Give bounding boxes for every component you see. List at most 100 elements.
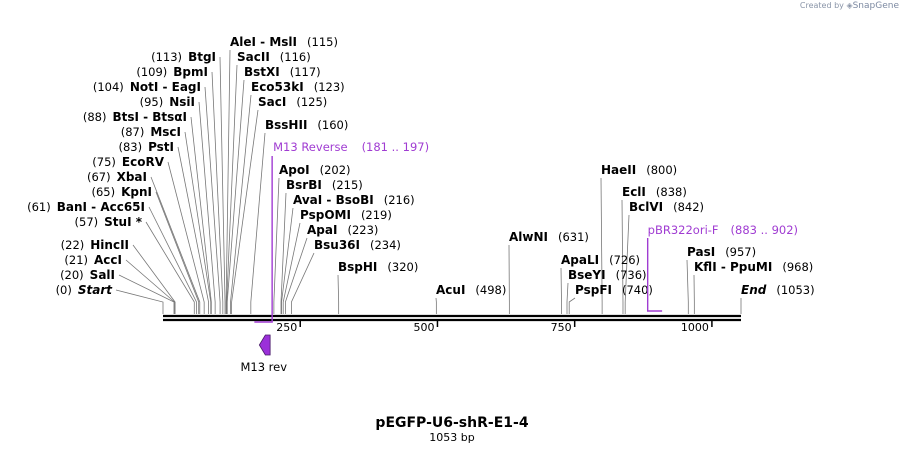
site-name: AleI - MslI: [230, 35, 297, 49]
credit-text: Created by: [799, 1, 844, 10]
site-leader-line: [568, 297, 576, 314]
site-name: ApaLI: [561, 253, 599, 267]
site-acui[interactable]: AcuI (498): [436, 283, 506, 297]
site-position: (842): [673, 200, 704, 214]
site-acci[interactable]: AccI (21): [64, 253, 122, 267]
site-name: Eco53kI: [251, 80, 304, 94]
site-btsi[interactable]: BtsI - BtsαI (88): [83, 110, 187, 124]
site-apoi[interactable]: ApoI (202): [279, 163, 351, 177]
site-ecli[interactable]: EclI (838): [622, 185, 687, 199]
site-start[interactable]: Start (0): [56, 283, 114, 297]
site-leader-line: [624, 214, 630, 314]
site-bsphi[interactable]: BspHI (320): [338, 260, 418, 274]
site-pasi[interactable]: PasI (957): [687, 245, 756, 259]
primer-arrow: [254, 156, 273, 323]
site-apali[interactable]: ApaLI (726): [561, 253, 640, 267]
site-position: (0): [56, 283, 72, 297]
site-leader-line: [285, 237, 308, 314]
site-name: PspOMI: [300, 208, 351, 222]
site-saci[interactable]: SacI (125): [258, 95, 327, 109]
site-name: BanI - Acc65I: [57, 200, 145, 214]
site-position: (740): [622, 283, 653, 297]
site-stui[interactable]: StuI * (57): [75, 215, 143, 229]
site-position: (22): [61, 238, 85, 252]
site-sali[interactable]: SalI (20): [60, 268, 115, 282]
site-hincii[interactable]: HincII (22): [61, 238, 129, 252]
site-apai[interactable]: ApaI (223): [307, 223, 378, 237]
site-leader-line: [282, 222, 301, 314]
site-psti[interactable]: PstI (83): [118, 140, 174, 154]
credit-brand: SnapGene: [852, 1, 899, 11]
site-bsshii[interactable]: BssHII (160): [265, 118, 348, 132]
site-leader-line: [190, 116, 212, 314]
site-name: XbaI: [117, 170, 147, 184]
site-alei[interactable]: AleI - MslI (115): [230, 35, 338, 49]
site-bsrbi[interactable]: BsrBI (215): [286, 178, 363, 192]
site-bsu36i[interactable]: Bsu36I (234): [314, 238, 401, 252]
site-name: PspFI: [575, 283, 612, 297]
site-position: (202): [320, 163, 351, 177]
site-leader-line: [198, 101, 216, 314]
site-bclvi[interactable]: BclVI (842): [629, 200, 704, 214]
site-name: BstXI: [244, 65, 280, 79]
site-sacii[interactable]: SacII (116): [237, 50, 311, 64]
site-kfli[interactable]: KflI - PpuMI (968): [694, 260, 813, 274]
site-pspfi[interactable]: PspFI (740): [575, 283, 653, 297]
site-btgi[interactable]: BtgI (113): [151, 50, 216, 64]
site-bani[interactable]: BanI - Acc65I (61): [27, 200, 145, 214]
site-leader-line: [219, 56, 226, 314]
site-name: ApoI: [279, 163, 310, 177]
site-leader-line: [280, 192, 287, 314]
site-nsii[interactable]: NsiI (95): [140, 95, 195, 109]
site-leader-line: [621, 199, 624, 314]
site-leader-line: [132, 244, 176, 314]
site-position: (216): [384, 193, 415, 207]
ruler-tick-label: 500: [413, 321, 434, 334]
site-leader-line: [273, 177, 280, 314]
site-position: (160): [317, 118, 348, 132]
site-pspomi[interactable]: PspOMI (219): [300, 208, 392, 222]
site-name: Bsu36I: [314, 238, 360, 252]
site-bseyi[interactable]: BseYI (736): [568, 268, 647, 282]
site-name: EcoRV: [122, 155, 165, 169]
site-position: (65): [91, 185, 115, 199]
primer-m13-reverse[interactable]: M13 Reverse (181 .. 197): [254, 140, 430, 323]
site-leader-line: [115, 289, 164, 314]
site-leader-line: [291, 252, 315, 314]
site-end[interactable]: End (1053): [741, 283, 815, 297]
site-bstxi[interactable]: BstXI (117): [244, 65, 321, 79]
site-eco53ki[interactable]: Eco53kI (123): [251, 80, 345, 94]
site-name: BpmI: [173, 65, 208, 79]
site-ecorv[interactable]: EcoRV (75): [92, 155, 164, 169]
site-alwni[interactable]: AlwNI (631): [509, 230, 589, 244]
site-avai[interactable]: AvaI - BsoBI (216): [293, 193, 415, 207]
feature-m13-rev[interactable]: M13 rev: [240, 334, 287, 374]
site-leader-line: [145, 221, 195, 314]
site-name: SacI: [258, 95, 286, 109]
site-name: KpnI: [121, 185, 152, 199]
site-name: MscI: [150, 125, 181, 139]
site-noti[interactable]: NotI - EagI (104): [93, 80, 201, 94]
site-labels: Start (0) SalI (20) AccI (21)HincII (22) StuI *…: [27, 35, 814, 297]
site-xbai[interactable]: XbaI (67): [87, 170, 147, 184]
site-name: BtgI: [188, 50, 216, 64]
site-leader-line: [177, 146, 209, 314]
site-kpni[interactable]: KpnI (65): [91, 185, 152, 199]
site-haeii[interactable]: HaeII (800): [601, 163, 677, 177]
site-msci[interactable]: MscI (87): [121, 125, 181, 139]
feature-name: M13 rev: [240, 360, 287, 374]
site-leader-line: [250, 132, 266, 314]
site-position: (125): [296, 95, 327, 109]
site-name: AccI: [94, 253, 122, 267]
primer-pbr322ori-f[interactable]: pBR322ori-F (883 .. 902): [646, 223, 798, 312]
primer-arrow: [646, 238, 663, 312]
site-position: (223): [347, 223, 378, 237]
site-position: (957): [725, 245, 756, 259]
primer-range: (181 .. 197): [362, 140, 430, 154]
ruler-ticks: 250 500 750 1000: [276, 321, 713, 334]
map-length: 1053 bp: [429, 431, 474, 444]
site-leader-line: [184, 131, 212, 314]
site-position: (234): [370, 238, 401, 252]
primer-name: pBR322ori-F: [648, 223, 719, 237]
site-bpmi[interactable]: BpmI (109): [136, 65, 208, 79]
